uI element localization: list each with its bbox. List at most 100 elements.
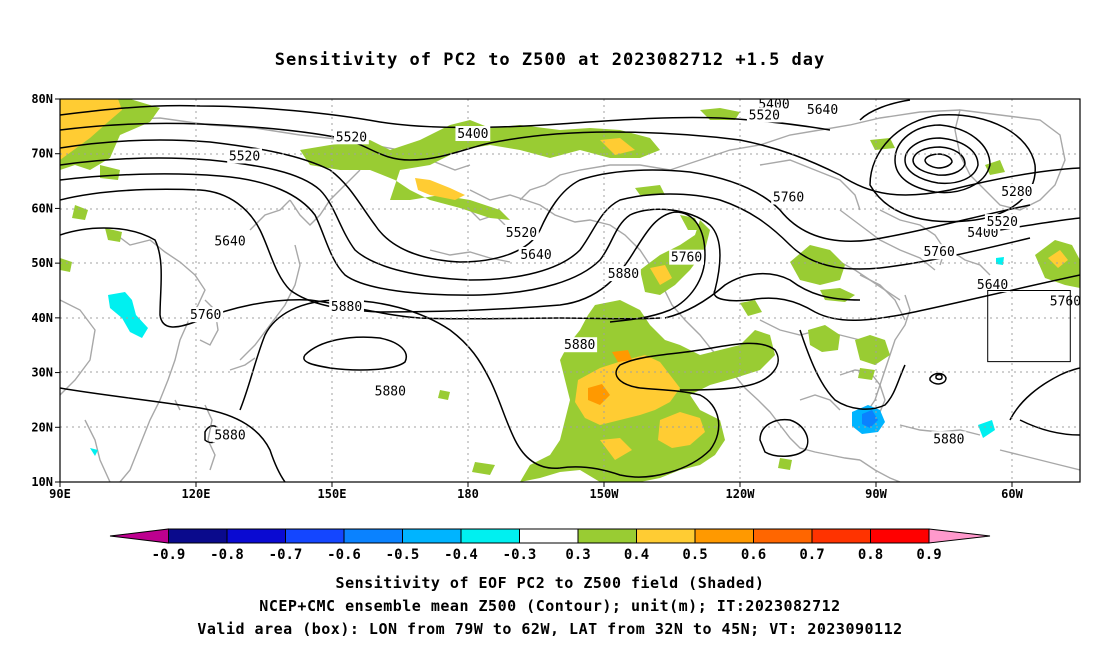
lon-tick-label: 120W bbox=[726, 487, 756, 501]
colorbar-label: 0.5 bbox=[682, 547, 707, 563]
contour-label-bg bbox=[562, 337, 598, 353]
colorbar-label: -0.6 bbox=[327, 547, 361, 563]
colorbar-segment bbox=[519, 528, 579, 544]
colorbar-segment bbox=[402, 528, 462, 544]
coastlines bbox=[60, 109, 1080, 482]
lat-tick-label: 70N bbox=[31, 147, 53, 161]
colorbar-segment bbox=[870, 528, 930, 544]
contour-label-bg bbox=[455, 126, 491, 142]
contour-label-bg bbox=[984, 214, 1020, 230]
colorbar-segment bbox=[753, 528, 813, 544]
contour-label-bg bbox=[669, 249, 704, 265]
contour-label-bg bbox=[227, 148, 262, 164]
lon-tick-label: 150E bbox=[318, 487, 347, 501]
contour-label-bg bbox=[606, 266, 641, 282]
colorbar-label: -0.5 bbox=[386, 547, 420, 563]
caption-line-1: Sensitivity of EOF PC2 to Z500 field (Sh… bbox=[335, 574, 765, 592]
colorbar-label: 0.7 bbox=[799, 547, 824, 563]
contour-label-bg bbox=[805, 101, 840, 117]
lon-tick-label: 150W bbox=[590, 487, 620, 501]
longitude-axis: 90E 120E 150E 180 150W 120W 90W 60W bbox=[49, 482, 1024, 501]
contour-label: 5400 bbox=[967, 226, 998, 241]
contour-label-bg bbox=[329, 298, 364, 314]
colorbar-segment bbox=[226, 528, 286, 544]
caption-line-2: NCEP+CMC ensemble mean Z500 (Contour); u… bbox=[259, 597, 841, 615]
colorbar-label: 0.9 bbox=[916, 547, 941, 563]
colorbar-segment bbox=[811, 528, 871, 544]
contour-label: 5760 bbox=[923, 245, 954, 260]
lon-tick-label: 60W bbox=[1001, 487, 1023, 501]
contour-label: 5760 bbox=[190, 308, 221, 323]
contour-label: 5520 bbox=[229, 149, 260, 164]
lat-tick-label: 60N bbox=[31, 201, 53, 215]
contour-label-bg bbox=[334, 129, 369, 145]
caption-line-3: Valid area (box): LON from 79W to 62W, L… bbox=[197, 620, 903, 638]
colorbar-label: -0.9 bbox=[152, 547, 186, 563]
contour-label-bg bbox=[212, 427, 248, 443]
contour-label-bg bbox=[518, 246, 554, 262]
colorbar-label: 0.6 bbox=[741, 547, 766, 563]
contour-label: 5880 bbox=[933, 432, 964, 447]
colorbar-segment bbox=[694, 528, 754, 544]
contour-label: 5640 bbox=[214, 234, 245, 249]
lat-tick-label: 10N bbox=[31, 475, 53, 489]
contour-label: 5280 bbox=[1001, 185, 1032, 200]
contour-labels: 5400540055205520552055205640564056405760… bbox=[188, 99, 1081, 447]
colorbar-segment bbox=[636, 528, 696, 544]
latitude-axis: 80N 70N 60N 50N 40N 30N 20N 10N bbox=[31, 92, 60, 489]
colorbar-label: -0.7 bbox=[269, 547, 303, 563]
contour-label: 5520 bbox=[749, 108, 780, 123]
contour-label: 5520 bbox=[506, 226, 537, 241]
contour-label-bg bbox=[212, 233, 248, 249]
colorbar-label: -0.3 bbox=[503, 547, 537, 563]
contour-label: 5880 bbox=[331, 300, 362, 315]
contour-label: 5640 bbox=[520, 248, 551, 263]
contour-label: 5640 bbox=[807, 103, 838, 118]
colorbar-segment bbox=[343, 528, 403, 544]
colorbar-label: -0.4 bbox=[444, 547, 478, 563]
contour-label-bg bbox=[504, 225, 539, 241]
valid-box-rect bbox=[987, 290, 1071, 363]
contour-label: 5760 bbox=[671, 251, 702, 266]
contour-label-bg bbox=[999, 184, 1035, 200]
colorbar-label: 0.8 bbox=[858, 547, 883, 563]
contour-label: 5640 bbox=[977, 278, 1008, 293]
map-title: Sensitivity of PC2 to Z500 at 2023082712… bbox=[274, 50, 826, 70]
contour-label-bg bbox=[921, 244, 957, 260]
colorbar-label: 0.3 bbox=[565, 547, 590, 563]
contour-label-bg bbox=[1048, 293, 1080, 309]
contour-label-bg bbox=[771, 189, 806, 205]
contour-label: 5400 bbox=[457, 127, 488, 142]
valid-area-box bbox=[987, 290, 1071, 363]
colorbar-right-arrow bbox=[928, 528, 991, 544]
lat-tick-label: 40N bbox=[31, 311, 53, 325]
contour-label-bg bbox=[746, 107, 782, 123]
lon-tick-label: 180 bbox=[457, 487, 479, 501]
lat-tick-label: 20N bbox=[31, 420, 53, 434]
contour-label-bg bbox=[975, 277, 1010, 293]
contour-label: 5880 bbox=[375, 385, 406, 400]
contour-label-bg bbox=[372, 383, 408, 399]
contour-label-bg bbox=[188, 307, 224, 323]
contour-label: 5760 bbox=[1050, 294, 1081, 309]
lat-tick-label: 50N bbox=[31, 256, 53, 270]
lon-tick-label: 90E bbox=[49, 487, 71, 501]
lat-tick-label: 80N bbox=[31, 92, 53, 106]
lat-tick-label: 30N bbox=[31, 366, 53, 380]
colorbar-left-arrow bbox=[109, 528, 169, 544]
contour-label: 5880 bbox=[214, 428, 245, 443]
contour-label: 5880 bbox=[608, 267, 639, 282]
colorbar-segment bbox=[460, 528, 520, 544]
contour-label-bg bbox=[931, 431, 967, 447]
colorbar-label: -0.8 bbox=[210, 547, 244, 563]
colorbar: -0.9 -0.8 -0.7 -0.6 -0.5 -0.4 -0.3 0.3 0.4 0.5 0.6… bbox=[109, 528, 991, 563]
colorbar-segment bbox=[285, 528, 345, 544]
contour-label: 5760 bbox=[773, 190, 804, 205]
lon-tick-label: 120E bbox=[182, 487, 211, 501]
contour-label: 5520 bbox=[336, 130, 367, 145]
z500-contours bbox=[60, 99, 1080, 482]
colorbar-segment bbox=[577, 528, 637, 544]
contour-label: 5520 bbox=[987, 215, 1018, 230]
colorbar-segment bbox=[168, 528, 228, 544]
